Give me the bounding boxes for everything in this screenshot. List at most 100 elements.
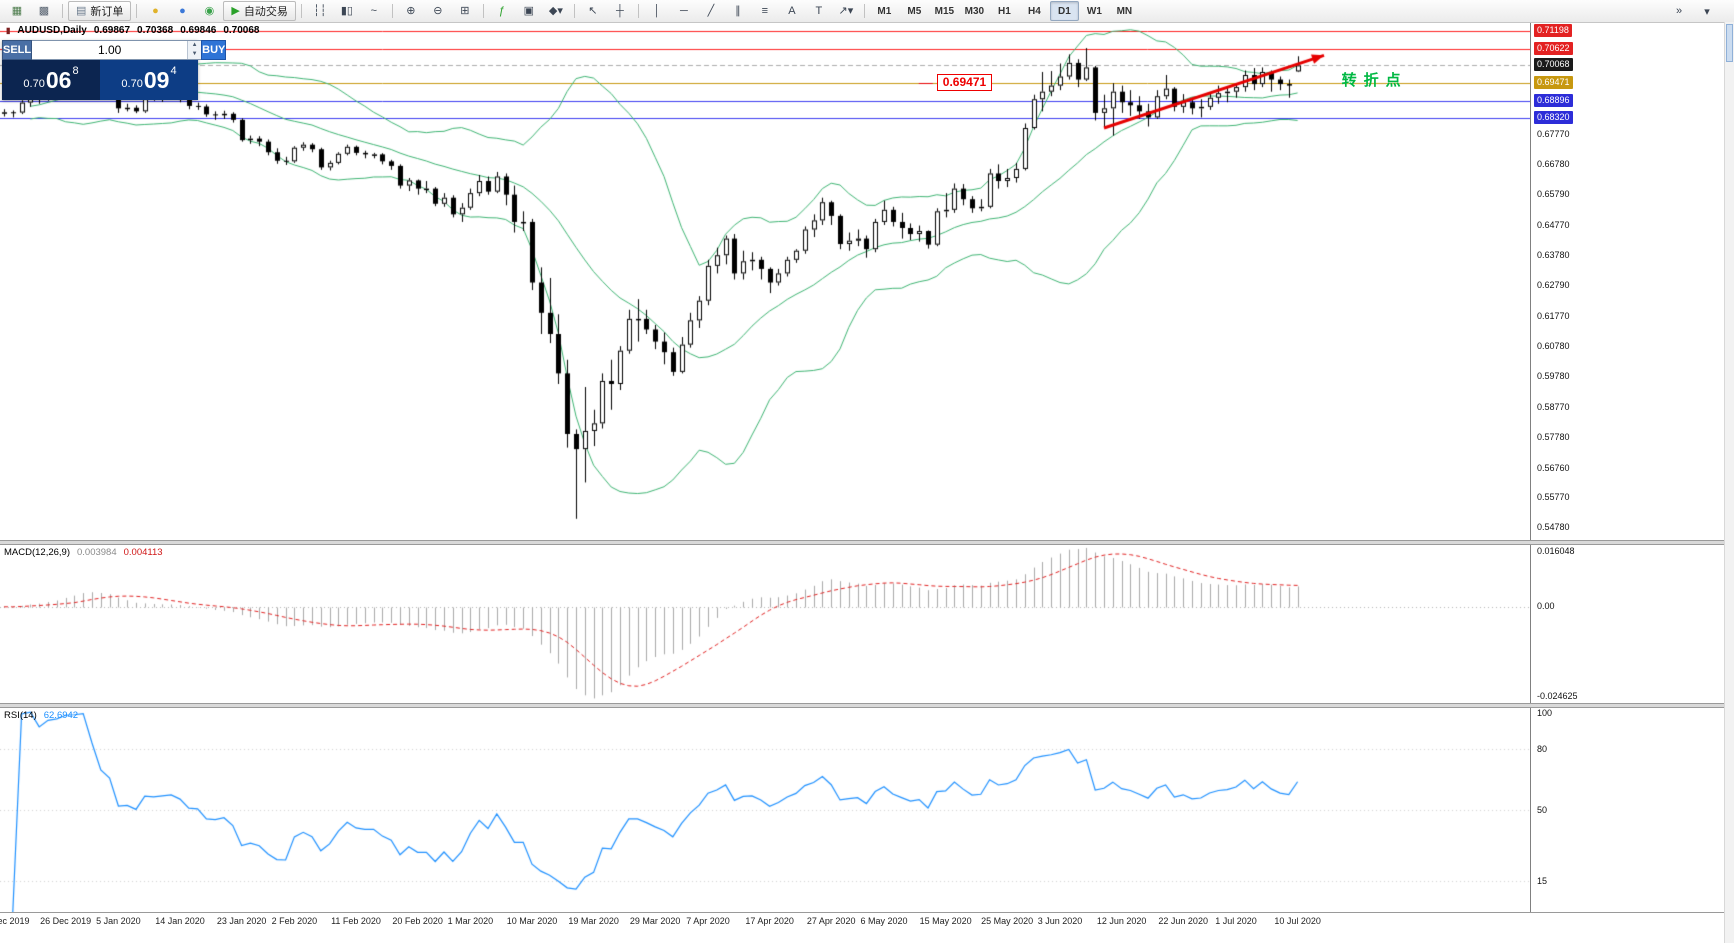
templates-icon-glyph: ▣ — [523, 4, 535, 17]
toolbar: ▦ ▩ ▤ 新订单 ● ● ◉ ▶ 自动交易 ┆┆ ▮▯ ~ ⊕ ⊖ ⊞ ƒ ▣ ◆▾ ↖ ┼ │ ─ ╱ ∥ ≡ A T ↗▾ M1 M… — [0, 0, 1734, 23]
turning-point-label[interactable]: 转折点 — [1341, 71, 1408, 89]
crosshair-icon[interactable]: ┼ — [607, 1, 633, 21]
line-chart-icon[interactable]: ~ — [361, 1, 387, 21]
buy-price-prefix: 0.70 — [121, 77, 143, 90]
new-chart-icon[interactable]: ▦ — [4, 1, 30, 21]
zoom-out-icon-glyph: ⊖ — [433, 4, 443, 17]
fibonacci-icon-glyph: ≡ — [761, 4, 769, 17]
fibonacci-icon[interactable]: ≡ — [752, 1, 778, 21]
bar-chart-icon[interactable]: ┆┆ — [307, 1, 333, 21]
rsi-axis-label: 50 — [1537, 805, 1548, 815]
price-callout[interactable]: 0.69471 — [936, 74, 993, 92]
macd-axis[interactable]: 0.016048 0.00 -0.024625 — [1531, 545, 1723, 703]
timeframe-h1-button[interactable]: H1 — [997, 5, 1011, 17]
price-label: 0.54780 — [1537, 522, 1570, 533]
vertical-line-icon-glyph: │ — [653, 4, 661, 17]
buy-button[interactable]: BUY — [201, 40, 227, 60]
time-label: 27 Apr 2020 — [806, 916, 856, 926]
macd-value-signal: 0.004113 — [123, 547, 163, 558]
arrows-icon[interactable]: ↗▾ — [833, 1, 859, 21]
text-icon-glyph: A — [788, 4, 796, 17]
scrollbar-thumb[interactable] — [1726, 24, 1733, 62]
objects-list-icon[interactable]: ◆▾ — [543, 1, 569, 21]
volume-input[interactable] — [32, 41, 188, 59]
new-order-button-label: 新订单 — [90, 6, 124, 18]
toolbar-separator — [136, 4, 138, 18]
time-label: 12 Jun 2020 — [1096, 916, 1147, 926]
tile-windows-icon[interactable]: ⊞ — [452, 1, 478, 21]
time-label: 19 Mar 2020 — [568, 916, 619, 926]
global-search-icon[interactable]: ● — [169, 1, 195, 21]
time-label: 3 Jun 2020 — [1037, 916, 1083, 926]
timeframe-m1-button[interactable]: M1 — [877, 5, 892, 17]
time-label: 17 Apr 2020 — [745, 916, 794, 926]
chart-marker-icon: ▮ — [6, 26, 11, 35]
panel-splitter-macd[interactable] — [0, 540, 1724, 545]
rsi-panel-canvas[interactable] — [0, 708, 1530, 912]
macd-name: MACD(12,26,9) — [4, 547, 70, 558]
panel-splitter-rsi[interactable] — [0, 703, 1724, 708]
rsi-axis-label: 80 — [1537, 743, 1548, 754]
price-level-chip: 0.68320 — [1534, 111, 1573, 125]
history-center-icon[interactable]: ● — [142, 1, 168, 21]
timeframe-mn-button[interactable]: MN — [1116, 5, 1133, 17]
price-label: 0.56760 — [1537, 462, 1570, 473]
price-label: 0.58770 — [1537, 401, 1570, 412]
indicators-icon[interactable]: ƒ — [489, 1, 515, 21]
sell-button[interactable]: SELL — [2, 40, 33, 60]
zoom-in-icon[interactable]: ⊕ — [398, 1, 424, 21]
toolbar-separator — [62, 4, 63, 18]
timeframe-m5-button[interactable]: M5 — [907, 5, 922, 17]
vertical-line-icon[interactable]: │ — [644, 1, 670, 21]
buy-price-big: 09 — [143, 66, 170, 93]
timeframe-w1-button[interactable]: W1 — [1086, 5, 1102, 17]
text-label-icon-glyph: T — [815, 4, 823, 17]
vertical-scrollbar[interactable] — [1724, 22, 1734, 943]
new-chart-icon-glyph: ▦ — [11, 4, 23, 17]
new-order-button[interactable]: ▤ 新订单 — [68, 1, 132, 21]
trendline-icon[interactable]: ╱ — [698, 1, 724, 21]
macd-panel-canvas[interactable] — [0, 545, 1530, 703]
time-label: 5 Jan 2020 — [96, 916, 141, 926]
timeframe-m15-button[interactable]: M15 — [934, 5, 955, 17]
chart-profiles-icon[interactable]: ▩ — [31, 1, 57, 21]
toolbar-options-icon[interactable]: ▾ — [1704, 5, 1710, 18]
time-label: 15 May 2020 — [919, 916, 972, 926]
timeframe-m30-button[interactable]: M30 — [964, 5, 985, 17]
text-label-icon[interactable]: T — [806, 1, 832, 21]
toolbar-separator — [637, 4, 639, 18]
auto-trading-button[interactable]: ▶ 自动交易 — [223, 1, 296, 21]
volume-decrease-icon[interactable]: ▼ — [188, 50, 202, 59]
volume-spinner: ▲ ▼ — [187, 41, 202, 59]
time-axis[interactable]: 17 Dec 2019 26 Dec 2019 5 Jan 2020 14 Jan 2… — [0, 913, 1724, 933]
cursor-icon[interactable]: ↖ — [580, 1, 606, 21]
equidistant-channel-icon[interactable]: ∥ — [725, 1, 751, 21]
toolbar-overflow-icon[interactable]: » — [1675, 5, 1683, 17]
rsi-name: RSI(14) — [4, 710, 37, 721]
candlestick-chart-icon[interactable]: ▮▯ — [334, 1, 360, 21]
tile-windows-icon-glyph: ⊞ — [460, 4, 470, 17]
volume-increase-icon[interactable]: ▲ — [188, 41, 202, 50]
ohlc-info: ▮ AUDUSD,Daily 0.69867 0.70368 0.69846 0… — [6, 25, 260, 36]
rsi-axis[interactable]: 100 80 50 15 — [1531, 708, 1723, 912]
time-label: 23 Jan 2020 — [216, 916, 267, 926]
candlestick-chart-icon-glyph: ▮▯ — [340, 4, 353, 17]
price-axis-border — [1530, 22, 1531, 912]
buy-price[interactable]: 0.70 09 4 — [100, 60, 198, 100]
horizontal-line-icon[interactable]: ─ — [671, 1, 697, 21]
cursor-icon-glyph: ↖ — [588, 4, 598, 17]
sell-price-big: 06 — [45, 66, 72, 93]
auto-trading-glyph: ▶ — [231, 4, 240, 17]
price-label: 0.66780 — [1537, 158, 1570, 169]
templates-icon[interactable]: ▣ — [516, 1, 542, 21]
timeframe-h4-button[interactable]: H4 — [1027, 5, 1041, 17]
sell-price[interactable]: 0.70 06 8 — [2, 60, 100, 100]
chart-profiles-icon-glyph: ▩ — [38, 4, 50, 17]
expert-advisors-icon[interactable]: ◉ — [196, 1, 222, 21]
text-icon[interactable]: A — [779, 1, 805, 21]
timeframe-d1-button[interactable]: D1 — [1049, 1, 1079, 21]
zoom-out-icon[interactable]: ⊖ — [425, 1, 451, 21]
price-axis[interactable]: 0.71198 0.70622 0.70068 0.69471 0.68896 0.683… — [1531, 22, 1723, 540]
main-chart-canvas[interactable] — [0, 22, 1530, 540]
